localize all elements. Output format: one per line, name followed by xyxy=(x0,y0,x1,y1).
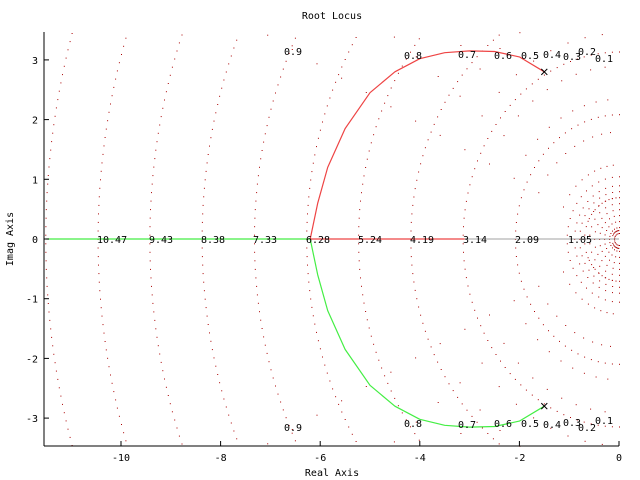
y-tick-label: -1 xyxy=(26,295,38,306)
damping-label: 0.9 xyxy=(284,47,302,58)
locus-branches xyxy=(46,50,545,428)
damping-label: 0.8 xyxy=(404,51,422,62)
y-tick-label: 3 xyxy=(32,56,38,67)
pole-x-marker xyxy=(540,68,548,76)
chart-title: Root Locus xyxy=(302,11,362,22)
damping-label: 0.8 xyxy=(404,419,422,430)
locus-branch xyxy=(309,238,545,428)
damping-label: 0.9 xyxy=(284,423,302,434)
damping-label: 0.5 xyxy=(521,51,539,62)
frequency-label: 3.14 xyxy=(463,235,487,246)
damping-label: 0.6 xyxy=(494,51,512,62)
frequency-label: 10.47 xyxy=(97,235,127,246)
frequency-labels: 10.47 9.43 8.38 7.33 6.28 5.24 4.19 3.14 2.09 1.0… xyxy=(97,235,592,246)
x-tick-label: -8 xyxy=(215,453,227,464)
frequency-label: 1.05 xyxy=(568,235,592,246)
x-tick-label: -4 xyxy=(414,453,426,464)
frequency-label: 7.33 xyxy=(253,235,277,246)
frequency-label: 4.19 xyxy=(410,235,434,246)
damping-label: 0.2 xyxy=(578,423,596,434)
x-tick-label: -6 xyxy=(314,453,326,464)
damping-label: 0.4 xyxy=(543,50,561,61)
damping-label: 0.3 xyxy=(563,52,581,63)
damping-label: 0.7 xyxy=(458,420,476,431)
damping-label: 0.1 xyxy=(595,54,613,65)
pole-markers xyxy=(540,68,548,410)
x-ticks: -10 -8 -6 -4 -2 0 xyxy=(112,441,622,464)
damping-label: 0.6 xyxy=(494,419,512,430)
damping-label: 0.4 xyxy=(543,420,561,431)
pole-x-marker xyxy=(540,402,548,410)
x-axis-label: Real Axis xyxy=(305,468,359,479)
y-tick-label: 2 xyxy=(32,116,38,127)
frequency-label: 8.38 xyxy=(201,235,225,246)
frequency-label: 9.43 xyxy=(149,235,173,246)
damping-label: 0.2 xyxy=(578,47,596,58)
damping-label: 0.7 xyxy=(458,50,476,61)
frequency-label: 6.28 xyxy=(306,235,330,246)
x-tick-label: -2 xyxy=(513,453,525,464)
s-plane-grid xyxy=(45,32,620,447)
x-tick-label: -10 xyxy=(112,453,130,464)
damping-label: 0.5 xyxy=(521,419,539,430)
y-tick-label: 1 xyxy=(32,175,38,186)
frequency-label: 5.24 xyxy=(358,235,382,246)
frequency-label: 2.09 xyxy=(515,235,539,246)
damping-labels: 0.9 0.8 0.7 0.6 0.5 0.4 0.30.20.10.9 0.8 0.7 0.6 0… xyxy=(284,47,613,434)
y-tick-label: 0 xyxy=(32,235,38,246)
y-tick-label: -2 xyxy=(26,354,38,365)
y-axis-label: Imag Axis xyxy=(5,212,16,266)
locus-branch xyxy=(309,50,545,240)
y-ticks: -3 -2 -1 0 1 2 3 xyxy=(26,56,49,425)
damping-label: 0.3 xyxy=(563,418,581,429)
x-tick-label: 0 xyxy=(616,453,622,464)
damping-label: 0.1 xyxy=(595,416,613,427)
y-tick-label: -3 xyxy=(26,414,38,425)
